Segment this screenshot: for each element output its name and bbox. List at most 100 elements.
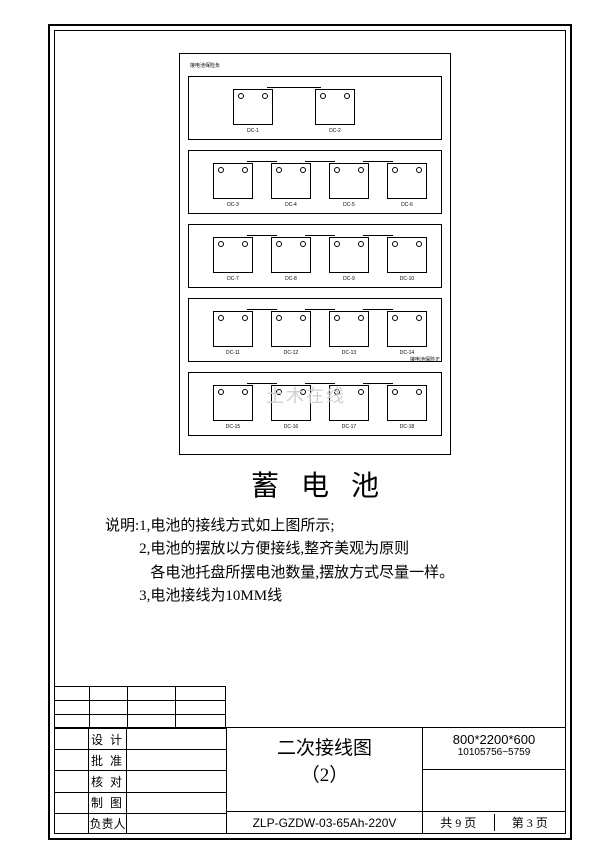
terminal-pos-icon [334, 389, 340, 395]
battery-tray: DC-7 DC-8 DC-9 DC-10 [188, 224, 442, 288]
terminal-pos-icon [276, 389, 282, 395]
outer-frame: 接电池保险负 接电池保险正 DC-1DC-2DC-3DC-4DC-5DC-6DC… [48, 24, 572, 840]
notes-label: 说明: [105, 518, 139, 534]
row-approve: 批 准 [89, 750, 127, 770]
terminal-neg-icon [300, 167, 306, 173]
terminal-neg-icon [344, 93, 350, 99]
page-info: 共 9 页 第 3 页 [423, 811, 565, 833]
terminal-neg-icon [416, 389, 422, 395]
battery-id: DC-7 [214, 276, 252, 282]
battery-id: DC-9 [330, 276, 368, 282]
battery-id: DC-6 [388, 202, 426, 208]
terminal-neg-icon [416, 315, 422, 321]
terminal-neg-icon [242, 167, 248, 173]
battery-cell: DC-17 [329, 385, 369, 421]
terminal-neg-icon [300, 389, 306, 395]
terminal-pos-icon [334, 167, 340, 173]
battery-id: DC-14 [388, 350, 426, 356]
notes-l1: 1,电池的接线方式如上图所示; [139, 518, 334, 534]
battery-id: DC-16 [272, 424, 310, 430]
battery-id: DC-10 [388, 276, 426, 282]
battery-id: DC-1 [234, 128, 272, 134]
terminal-neg-icon [358, 241, 364, 247]
terminal-pos-icon [218, 389, 224, 395]
row-owner: 负责人 [89, 814, 127, 834]
battery-cell: DC-14 [387, 311, 427, 347]
battery-id: DC-18 [388, 424, 426, 430]
battery-cell: DC-3 [213, 163, 253, 199]
battery-tray: DC-3 DC-4 DC-5 DC-6 [188, 150, 442, 214]
terminal-neg-icon [300, 315, 306, 321]
battery-cell: DC-2 [315, 89, 355, 125]
terminal-neg-icon [242, 315, 248, 321]
model-number: ZLP-GZDW-03-65Ah-220V [227, 811, 422, 833]
wire [305, 235, 335, 236]
wire [267, 87, 321, 88]
terminal-neg-icon [300, 241, 306, 247]
title-block: 设 计 批 准 核 对 制 图 负责人 二次接线图 [55, 727, 565, 833]
terminal-pos-icon [334, 241, 340, 247]
wire [363, 383, 393, 384]
battery-id: DC-13 [330, 350, 368, 356]
terminal-pos-icon [276, 315, 282, 321]
wire [247, 161, 277, 162]
terminal-pos-icon [218, 167, 224, 173]
battery-id: DC-2 [316, 128, 354, 134]
battery-id: DC-17 [330, 424, 368, 430]
terminal-pos-icon [392, 167, 398, 173]
battery-cell: DC-9 [329, 237, 369, 273]
titleblock-right: 800*2200*600 10105756~5759 共 9 页 第 3 页 [423, 728, 565, 833]
battery-diagram: 接电池保险负 接电池保险正 DC-1DC-2DC-3DC-4DC-5DC-6DC… [179, 53, 451, 455]
battery-cell: DC-1 [233, 89, 273, 125]
wire [363, 161, 393, 162]
battery-id: DC-4 [272, 202, 310, 208]
battery-id: DC-8 [272, 276, 310, 282]
battery-cell: DC-10 [387, 237, 427, 273]
wire [363, 235, 393, 236]
wire [247, 309, 277, 310]
terminal-pos-icon [276, 241, 282, 247]
titleblock-center: 二次接线图 （2） ZLP-GZDW-03-65Ah-220V [227, 728, 423, 833]
row-check: 核 对 [89, 771, 127, 791]
terminal-neg-icon [242, 241, 248, 247]
page-number: 第 3 页 [495, 814, 566, 831]
terminal-pos-icon [238, 93, 244, 99]
inner-frame: 接电池保险负 接电池保险正 DC-1DC-2DC-3DC-4DC-5DC-6DC… [54, 30, 566, 834]
terminal-pos-icon [320, 93, 326, 99]
terminal-neg-icon [358, 389, 364, 395]
notes-l2: 2,电池的摆放以方便接线,整齐美观为原则 [139, 541, 409, 557]
terminal-pos-icon [334, 315, 340, 321]
wire [305, 309, 335, 310]
notes-l2b: 各电池托盘所摆电池数量,摆放方式尽量一样。 [150, 565, 454, 581]
diagram-title: 蓄电池 [180, 464, 450, 504]
terminal-neg-icon [262, 93, 268, 99]
notes-block: 说明:1,电池的接线方式如上图所示; 说明:2,电池的摆放以方便接线,整齐美观为… [105, 515, 545, 608]
terminal-pos-icon [392, 241, 398, 247]
battery-id: DC-11 [214, 350, 252, 356]
wire [247, 235, 277, 236]
terminal-neg-icon [358, 315, 364, 321]
wire [247, 383, 277, 384]
notes-l3: 3,电池接线为10MM线 [139, 588, 282, 604]
fuse-neg-label: 接电池保险负 [190, 62, 220, 69]
terminal-pos-icon [392, 389, 398, 395]
wire [363, 309, 393, 310]
battery-id: DC-5 [330, 202, 368, 208]
total-pages: 共 9 页 [423, 814, 495, 831]
order-number: 10105756~5759 [423, 747, 565, 758]
battery-cell: DC-16 [271, 385, 311, 421]
battery-tray: DC-15DC-16DC-17DC-18 [188, 372, 442, 436]
battery-cell: DC-11 [213, 311, 253, 347]
battery-cell: DC-12 [271, 311, 311, 347]
row-draw: 制 图 [89, 793, 127, 813]
terminal-neg-icon [358, 167, 364, 173]
terminal-pos-icon [392, 315, 398, 321]
terminal-neg-icon [416, 241, 422, 247]
terminal-neg-icon [416, 167, 422, 173]
drawing-title: 二次接线图 （2） [227, 736, 422, 789]
battery-cell: DC-7 [213, 237, 253, 273]
battery-tray: DC-11 DC-12 DC-13 DC-14 [188, 298, 442, 362]
row-design: 设 计 [89, 729, 127, 749]
terminal-pos-icon [218, 315, 224, 321]
battery-cell: DC-4 [271, 163, 311, 199]
